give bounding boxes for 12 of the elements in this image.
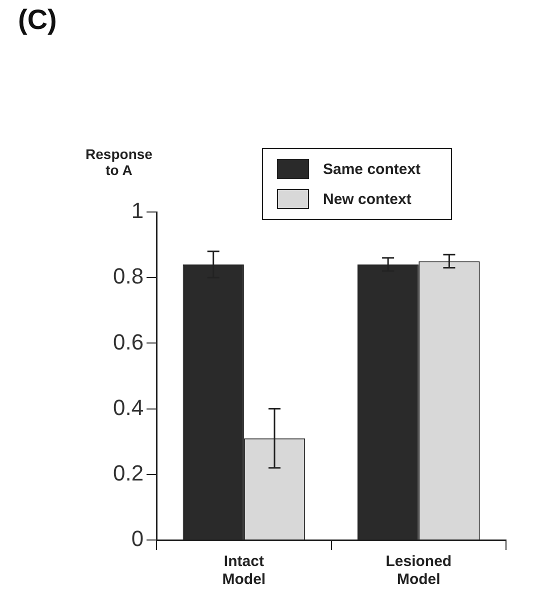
y-tick-label: 0 xyxy=(131,526,144,552)
y-tick-label: 0.8 xyxy=(112,264,144,289)
y-axis-title: Response to A xyxy=(84,146,154,178)
legend-label: New context xyxy=(323,190,412,208)
y-tick-label: 0.2 xyxy=(112,460,144,486)
chart-title: (C) xyxy=(18,4,57,36)
x-tick-label: Lesioned Model xyxy=(386,553,452,588)
legend-label: Same context xyxy=(323,160,421,178)
x-tick-label: Intact Model xyxy=(222,553,266,588)
y-tick-label: 0.6 xyxy=(112,329,144,354)
y-tick-label: 1 xyxy=(131,198,144,224)
y-tick-label: 0.4 xyxy=(112,394,144,420)
